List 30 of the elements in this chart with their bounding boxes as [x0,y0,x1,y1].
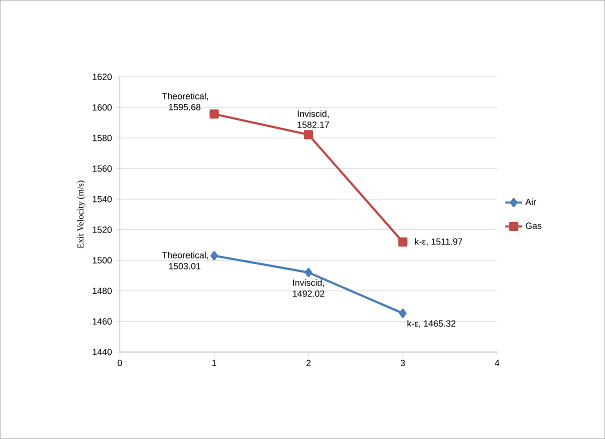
x-tick-label: 4 [494,360,500,366]
y-tick-label: 1540 [92,196,112,202]
data-label: Theoretical, 1595.68 [162,92,208,110]
x-tick-label: 1 [212,360,216,366]
point [398,237,408,247]
y-tick-label: 1620 [92,74,112,80]
y-tick-label: 1600 [92,104,112,111]
y-tick-label: 1440 [92,348,112,356]
y-tick-label: 1580 [92,134,112,142]
x-tick-label: 3 [400,360,405,366]
point [399,308,407,318]
y-tick-label: 1460 [92,318,112,325]
data-label: k-ε, 1511.97 [415,238,462,246]
data-label: Inviscid, 1492.02 [292,279,324,297]
y-tick-label: 1500 [92,257,112,264]
point [210,251,218,260]
legend-label: Air [525,198,536,206]
legend-label: Gas [526,222,542,229]
x-tick-label: 2 [306,360,311,366]
y-tick-label: 1520 [92,226,112,233]
x-tick-label: 0 [118,360,122,366]
data-label: Theoretical, 1503.01 [162,252,208,270]
y-axis-title: Exit Velocity (m/s) [77,180,86,248]
y-tick-label: 1480 [92,288,112,294]
point [210,109,219,119]
point [304,268,312,278]
data-label: k-ε, 1465.32 [408,320,456,328]
point [304,130,314,140]
data-label: Inviscid, 1582.17 [298,110,329,128]
y-tick-label: 1560 [92,165,112,172]
